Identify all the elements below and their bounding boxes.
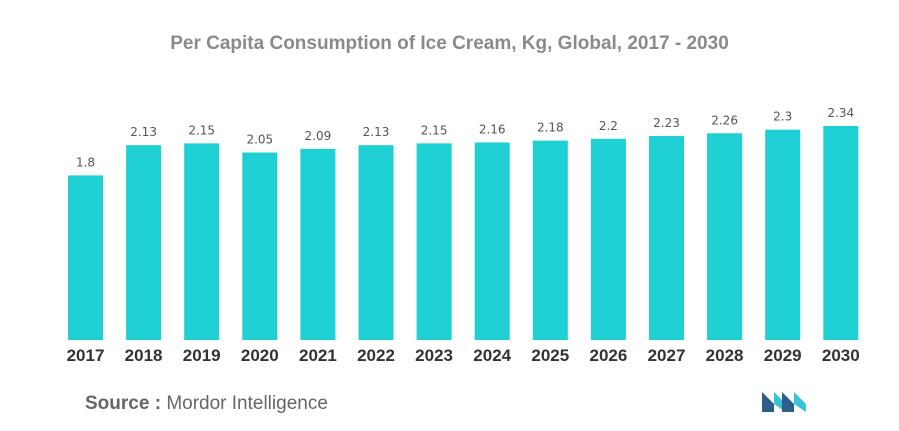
value-label-2024: 2.16 (479, 122, 506, 136)
chart-title: Per Capita Consumption of Ice Cream, Kg,… (170, 33, 729, 54)
bar-2019 (184, 143, 220, 340)
x-tick-label-2020: 2020 (241, 346, 279, 365)
x-tick-label-2017: 2017 (67, 346, 105, 365)
bar-2030 (823, 126, 859, 340)
bar-2024 (474, 142, 510, 340)
bar-2029 (765, 129, 801, 340)
x-tick-label-2027: 2027 (648, 346, 686, 365)
bar-2026 (590, 138, 626, 340)
mordor-intelligence-logo-icon (762, 392, 806, 412)
source-label: Source : (85, 393, 162, 414)
value-label-2026: 2.2 (599, 119, 618, 133)
x-tick-label-2029: 2029 (764, 346, 802, 365)
value-label-2029: 2.3 (773, 110, 792, 124)
bar-2023 (416, 143, 452, 340)
x-tick-label-2026: 2026 (589, 346, 627, 365)
value-label-2017: 1.8 (76, 155, 95, 169)
bar-2025 (532, 140, 568, 340)
bar-2020 (242, 152, 278, 340)
value-label-2020: 2.05 (246, 133, 273, 147)
x-tick-label-2025: 2025 (531, 346, 569, 365)
value-label-2023: 2.15 (421, 123, 448, 137)
x-tick-label-2022: 2022 (357, 346, 395, 365)
value-label-2027: 2.23 (653, 116, 680, 130)
x-tick-label-2021: 2021 (299, 346, 337, 365)
value-label-2028: 2.26 (711, 113, 738, 127)
bar-2022 (358, 145, 394, 340)
x-tick-label-2019: 2019 (183, 346, 221, 365)
value-label-2022: 2.13 (363, 125, 390, 139)
bar-2017 (68, 175, 103, 340)
value-label-2021: 2.09 (305, 129, 332, 143)
bar-2028 (707, 133, 743, 340)
value-label-2018: 2.13 (130, 125, 157, 139)
source-text: Mordor Intelligence (166, 393, 328, 414)
source-note: Source : Mordor Intelligence (85, 393, 328, 415)
value-label-2030: 2.34 (827, 106, 854, 120)
x-tick-label-2018: 2018 (125, 346, 163, 365)
x-tick-label-2030: 2030 (822, 346, 860, 365)
bar-2021 (300, 148, 336, 340)
bar-2027 (649, 136, 684, 340)
x-tick-label-2028: 2028 (706, 346, 744, 365)
x-tick-label-2024: 2024 (473, 346, 511, 365)
value-label-2025: 2.18 (537, 121, 564, 135)
value-label-2019: 2.15 (188, 123, 215, 137)
bar-2018 (126, 145, 162, 340)
x-tick-label-2023: 2023 (415, 346, 453, 365)
